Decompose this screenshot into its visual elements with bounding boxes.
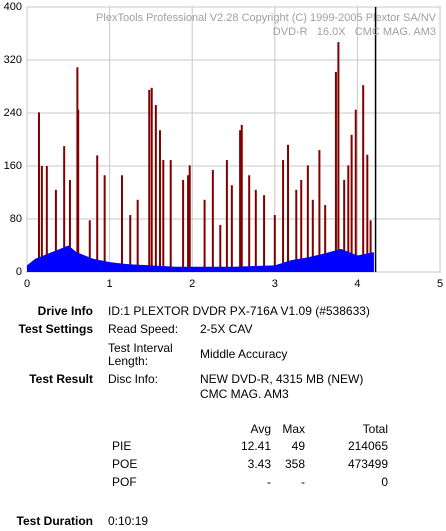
bar — [337, 42, 340, 272]
label: Test Duration — [17, 514, 93, 528]
bar — [343, 179, 346, 272]
bar — [295, 189, 298, 272]
bar — [188, 165, 191, 272]
bar — [311, 199, 314, 272]
bar — [136, 199, 139, 272]
bar — [239, 130, 242, 272]
label: Test Interval — [108, 341, 173, 355]
y-tick-label: 160 — [4, 160, 22, 172]
bar — [96, 155, 99, 272]
bar — [88, 220, 91, 272]
cell: - — [301, 475, 305, 489]
bar — [45, 166, 48, 272]
bar — [366, 154, 369, 272]
bar — [273, 215, 276, 272]
cell: 49 — [292, 439, 306, 453]
x-tick-label: 0 — [24, 278, 30, 290]
label: Disc Info: — [108, 372, 158, 386]
y-tick-label: 240 — [4, 107, 22, 119]
bar — [350, 134, 353, 272]
x-tick-label: 2 — [189, 278, 195, 290]
bar — [211, 169, 214, 272]
y-tick-label: 80 — [10, 213, 22, 225]
bar — [219, 224, 222, 272]
cell: 358 — [285, 457, 305, 471]
bar — [318, 150, 321, 272]
cell: 3.43 — [248, 457, 272, 471]
bar — [150, 87, 153, 272]
y-tick-label: 0 — [16, 266, 22, 278]
cell: 214065 — [348, 439, 388, 453]
bar — [154, 105, 157, 272]
cell: - — [267, 475, 271, 489]
row-label: POF — [112, 475, 137, 489]
label: Drive Info — [38, 304, 93, 318]
bar — [158, 130, 161, 272]
bar — [37, 112, 40, 273]
value: CMC MAG. AM3 — [200, 387, 289, 401]
bar — [162, 160, 165, 272]
x-tick-label: 5 — [437, 278, 443, 290]
bar — [263, 195, 266, 272]
bar — [129, 215, 132, 272]
bar — [63, 146, 66, 272]
x-tick-label: 4 — [354, 278, 360, 290]
chart-subtitle: DVD-R 16.0X CMC MAG. AM3 — [273, 26, 436, 38]
row-label: POE — [112, 457, 137, 471]
bar — [54, 189, 57, 272]
bar — [300, 179, 303, 272]
column-header: Total — [363, 422, 388, 436]
value: ID:1 PLEXTOR DVDR PX-716A V1.09 (#538633… — [108, 304, 370, 318]
bar — [369, 220, 372, 272]
bar — [187, 175, 190, 272]
stats-table: Avg Max Total PIE 12.41 49 214065 POE 3.43 358 473… — [112, 422, 388, 489]
cell: 0 — [381, 475, 388, 489]
column-header: Max — [282, 422, 305, 436]
label: Test Result — [29, 372, 93, 386]
bar — [225, 160, 228, 272]
bar — [40, 166, 43, 272]
area — [27, 245, 374, 272]
value: 2-5X CAV — [200, 322, 252, 336]
plot — [26, 6, 441, 273]
value: Middle Accuracy — [200, 347, 287, 361]
x-tick-label: 1 — [107, 278, 113, 290]
row-label: PIE — [112, 439, 131, 453]
bar — [230, 185, 233, 272]
bar — [354, 109, 357, 272]
bar — [120, 175, 123, 272]
value: 0:10:19 — [108, 514, 148, 528]
bar — [248, 175, 251, 272]
y-tick-label: 320 — [4, 54, 22, 66]
cell: 473499 — [348, 457, 388, 471]
label: Length: — [108, 354, 148, 368]
bar — [68, 179, 71, 272]
bar — [287, 144, 290, 272]
x-tick-label: 3 — [272, 278, 278, 290]
bar — [103, 175, 106, 272]
bar — [282, 160, 285, 272]
bar — [254, 189, 257, 272]
bar — [77, 109, 80, 272]
cell: 12.41 — [241, 439, 271, 453]
y-tick-label: 400 — [4, 1, 22, 13]
bar — [334, 71, 337, 272]
label: Test Settings — [19, 322, 94, 336]
value: NEW DVD-R, 4315 MB (NEW) — [200, 372, 363, 386]
bar — [362, 85, 365, 272]
column-header: Avg — [251, 422, 271, 436]
chart-title: PlexTools Professional V2.28 Copyright (… — [96, 12, 437, 24]
bar — [306, 165, 309, 272]
bar — [240, 124, 243, 272]
bar — [324, 205, 327, 272]
bar — [169, 160, 172, 272]
bar — [182, 179, 185, 272]
label: Read Speed: — [108, 322, 178, 336]
bar — [148, 89, 151, 272]
bar — [203, 199, 206, 272]
bar — [347, 165, 350, 272]
